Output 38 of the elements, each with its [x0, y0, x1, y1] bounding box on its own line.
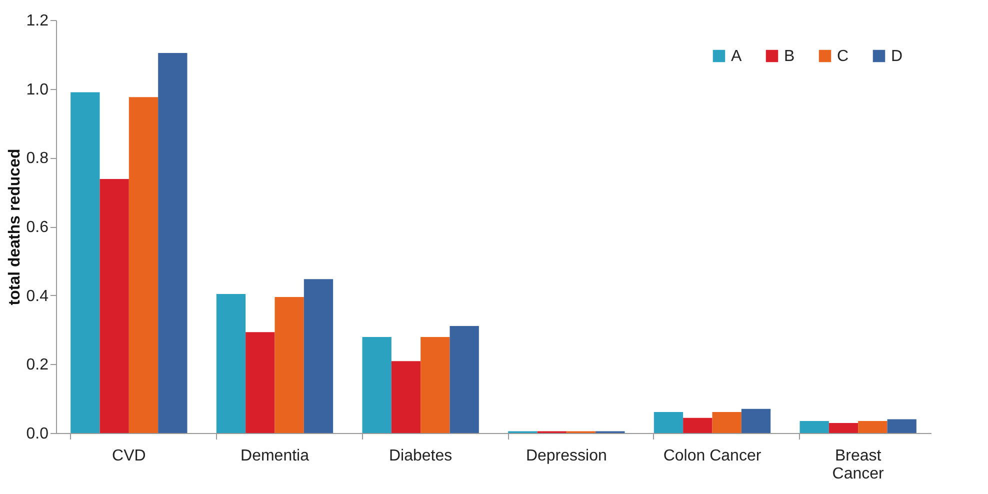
bar — [362, 336, 392, 433]
x-tick-label: Diabetes — [389, 448, 452, 464]
x-tick-label: Depression — [526, 448, 607, 464]
bar — [70, 92, 100, 433]
x-tick-label: Dementia — [240, 448, 310, 464]
legend-label: D — [891, 48, 903, 65]
bar — [683, 418, 712, 433]
bar — [654, 412, 684, 433]
legend-label: C — [837, 48, 849, 65]
bar — [450, 326, 479, 433]
bar — [420, 336, 450, 433]
bar — [800, 420, 829, 433]
bar — [828, 423, 858, 433]
bar — [858, 420, 888, 433]
bar — [100, 179, 129, 433]
y-tick-label: 0.2 — [26, 356, 49, 374]
y-tick-label: 0.6 — [26, 219, 49, 236]
bar — [712, 412, 742, 433]
x-tick-label: Colon Cancer — [663, 448, 762, 464]
y-tick-label: 0.8 — [26, 150, 49, 168]
y-tick-label: 1.2 — [26, 12, 49, 30]
bar — [391, 361, 421, 433]
bar — [216, 294, 246, 433]
x-tick-label: CVD — [112, 448, 146, 464]
legend-label: B — [784, 48, 795, 65]
bar — [304, 279, 334, 433]
y-tick-label: 0.4 — [26, 288, 49, 305]
bar — [887, 419, 916, 433]
bar — [128, 97, 158, 433]
bar — [274, 297, 304, 433]
x-tick-label: Breast Cancer — [832, 448, 885, 482]
y-axis-title: total deaths reduced — [6, 148, 24, 306]
bar — [246, 332, 275, 433]
bar — [741, 408, 771, 433]
bar — [158, 53, 188, 433]
y-tick-label: 1.0 — [26, 81, 49, 98]
legend-label: A — [731, 48, 742, 65]
y-tick-label: 0.0 — [26, 426, 49, 442]
